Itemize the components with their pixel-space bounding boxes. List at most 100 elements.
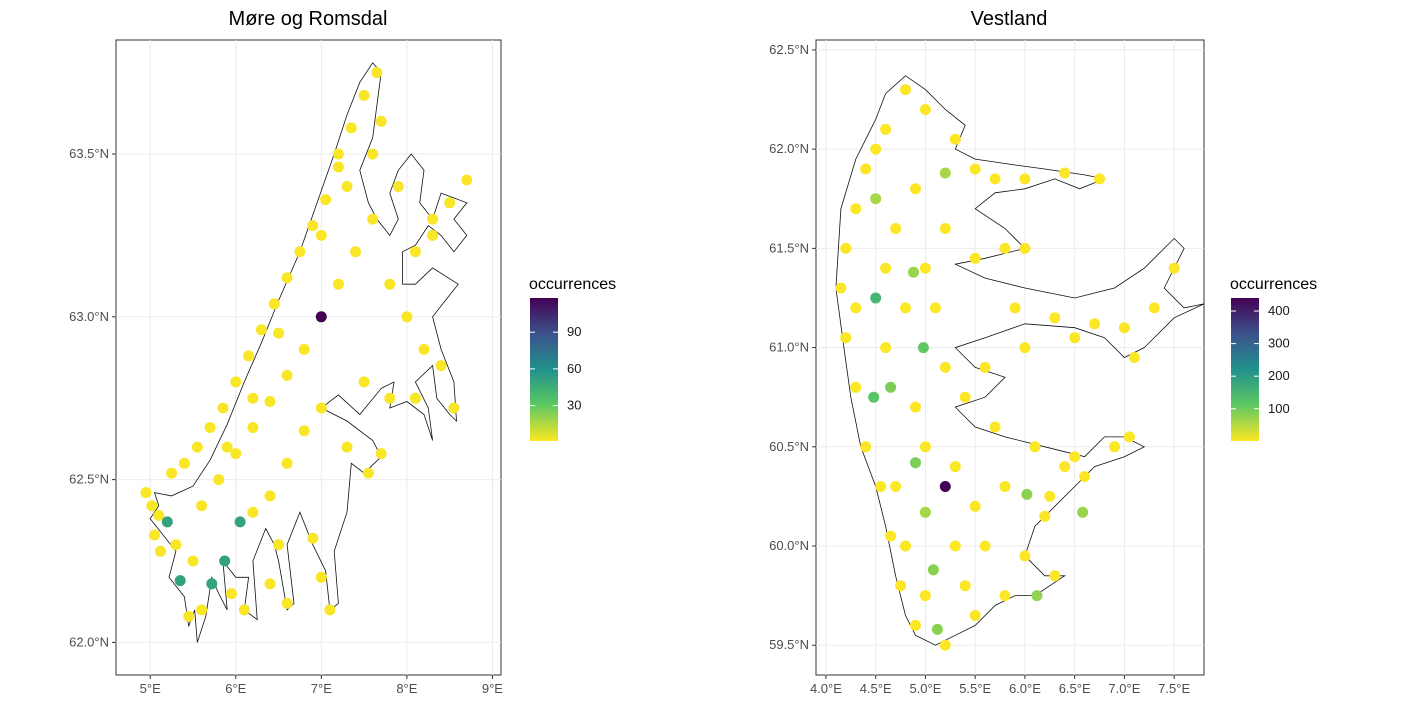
occurrence-point	[949, 540, 961, 552]
occurrence-point	[979, 540, 991, 552]
occurrence-point	[1049, 312, 1061, 324]
occurrence-point	[161, 516, 173, 528]
y-tick-label: 60.5°N	[769, 439, 809, 454]
occurrence-point	[850, 302, 862, 314]
occurrence-point	[371, 67, 383, 79]
occurrence-point	[435, 360, 447, 372]
occurrence-point	[1009, 302, 1021, 314]
occurrence-point	[910, 457, 921, 469]
occurrence-point	[949, 461, 961, 473]
legend: occurrences 30 60 90	[529, 276, 616, 441]
x-tick-label: 4.5°E	[860, 681, 892, 696]
occurrence-point	[409, 246, 421, 258]
occurrence-point	[146, 500, 158, 512]
occurrence-point	[166, 467, 178, 479]
occurrence-point	[979, 361, 991, 373]
x-tick-label: 6°E	[225, 681, 246, 696]
occurrence-point	[247, 392, 259, 404]
occurrence-point	[900, 302, 911, 314]
occurrence-point	[927, 564, 939, 576]
x-tick-label: 7°E	[311, 681, 332, 696]
occurrence-point	[1039, 510, 1051, 522]
y-axis-ticks: 62.0°N 62.5°N 63.0°N 63.5°N	[69, 146, 116, 649]
occurrence-point	[868, 391, 880, 403]
occurrence-point	[895, 580, 907, 592]
occurrence-point	[367, 148, 379, 160]
legend-colorbar	[530, 298, 558, 441]
occurrence-point	[919, 104, 931, 115]
occurrence-point	[238, 604, 250, 616]
legend-tick-label: 30	[567, 398, 581, 413]
occurrence-point	[315, 571, 327, 583]
occurrence-point	[149, 529, 160, 541]
occurrence-point	[332, 161, 344, 173]
occurrence-point	[281, 272, 293, 284]
occurrence-point	[187, 555, 199, 567]
legend-tick-label: 400	[1268, 303, 1290, 318]
x-axis-ticks: 4.0°E 4.5°E 5.0°E 5.5°E 6.0°E 6.5°E 7.0°E 7.5°E	[810, 675, 1190, 696]
occurrence-point	[367, 213, 379, 225]
occurrence-point	[307, 220, 319, 232]
occurrence-point	[427, 229, 439, 241]
legend: occurrences 100 200 300 400	[1230, 276, 1317, 441]
occurrence-points	[835, 84, 1180, 651]
occurrence-point	[174, 575, 186, 587]
occurrence-point	[264, 578, 276, 590]
x-tick-label: 4.0°E	[810, 681, 842, 696]
occurrence-point	[219, 555, 231, 567]
occurrence-point	[281, 369, 293, 381]
occurrence-point	[900, 84, 911, 96]
occurrence-point	[1029, 441, 1041, 453]
occurrence-point	[835, 282, 847, 294]
legend-ticks: 100 200 300 400	[1231, 303, 1290, 416]
occurrence-point	[890, 481, 902, 492]
y-tick-label: 62.0°N	[69, 634, 109, 649]
occurrence-point	[870, 193, 882, 205]
occurrence-point	[999, 242, 1011, 254]
x-axis-ticks: 5°E 6°E 7°E 8°E 9°E	[140, 675, 503, 696]
occurrence-point	[860, 163, 872, 175]
occurrence-point	[1059, 461, 1071, 473]
y-tick-label: 63.5°N	[69, 146, 109, 161]
occurrence-point	[341, 181, 353, 192]
map-panel-vestland: Vestland 4.0°E 4.5°E 5.0°E 5.5°E 6.0°E 6.5°E 7…	[769, 8, 1317, 696]
y-tick-label: 62.5°N	[69, 472, 109, 487]
occurrence-point	[989, 173, 1001, 185]
occurrence-point	[989, 421, 1001, 433]
occurrence-point	[332, 278, 344, 290]
occurrence-point	[307, 532, 319, 544]
occurrence-point	[1079, 471, 1091, 483]
occurrence-point	[1069, 332, 1081, 344]
occurrence-point	[840, 332, 852, 344]
occurrence-point	[213, 474, 225, 486]
x-tick-label: 9°E	[482, 681, 503, 696]
occurrence-point	[226, 588, 237, 600]
occurrence-point	[919, 506, 931, 518]
legend-tick-label: 90	[567, 324, 581, 339]
plot-background	[815, 39, 1205, 676]
x-tick-label: 5°E	[140, 681, 161, 696]
occurrence-point	[999, 590, 1011, 602]
occurrence-point	[155, 545, 166, 557]
occurrence-point	[910, 183, 921, 195]
occurrence-point	[959, 580, 971, 592]
occurrence-point	[153, 509, 165, 521]
occurrence-point	[939, 223, 951, 234]
occurrence-point	[875, 481, 887, 492]
occurrence-point	[969, 163, 981, 175]
occurrence-point	[959, 391, 971, 403]
panel-title: Møre og Romsdal	[229, 8, 388, 30]
occurrence-point	[375, 448, 387, 460]
y-tick-label: 61.0°N	[769, 340, 809, 355]
occurrence-point	[900, 540, 911, 552]
occurrence-point	[384, 278, 396, 290]
occurrence-point	[247, 506, 259, 518]
occurrence-point	[230, 448, 242, 460]
occurrence-point	[221, 441, 233, 453]
y-tick-label: 59.5°N	[769, 637, 809, 652]
y-tick-label: 60.0°N	[769, 538, 809, 553]
occurrence-point	[931, 623, 943, 635]
occurrence-point	[1021, 488, 1033, 500]
legend-tick-label: 60	[567, 361, 581, 376]
y-tick-label: 63.0°N	[69, 309, 109, 324]
